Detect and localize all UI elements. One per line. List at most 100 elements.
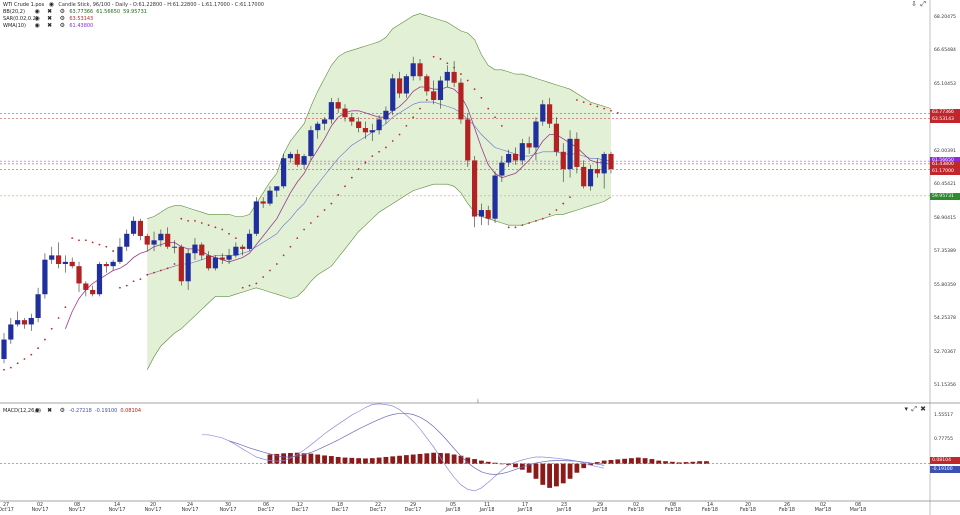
candle-body	[601, 153, 607, 174]
eye-icon[interactable]: ◉	[34, 15, 40, 22]
expand-icon[interactable]: ⤢	[911, 405, 917, 413]
macd-histogram-bar	[581, 463, 587, 469]
macd-histogram-bar	[697, 461, 703, 464]
sar-dot	[180, 217, 183, 220]
macd-histogram-bar	[492, 462, 498, 464]
macd-histogram-bar	[676, 462, 682, 464]
legend-sar-name: SAR(0.02,0.2)	[3, 16, 38, 22]
x-axis-day: 22	[374, 503, 382, 508]
sar-dot	[234, 237, 237, 240]
x-axis-label: 02 Feb'18	[626, 503, 646, 513]
macd-histogram-bar	[499, 463, 505, 465]
panel-resize-handle[interactable]: ⁞	[477, 398, 479, 405]
sar-dot	[323, 209, 326, 211]
sar-dot	[194, 219, 196, 222]
x-axis-day: 14	[113, 503, 121, 508]
x-axis-month: Mar'18	[849, 508, 867, 513]
legend-bb-value-upper: 63.77366	[69, 9, 94, 15]
expand-icon[interactable]: ⤢	[920, 0, 926, 8]
y-axis-label: 55.80359	[934, 282, 956, 288]
x-axis-day: 24	[186, 503, 194, 508]
sar-dot	[541, 217, 544, 220]
candle-body	[171, 246, 178, 248]
sar-dot	[357, 168, 360, 170]
sar-dot	[310, 222, 312, 224]
macd-histogram-bar	[451, 454, 457, 464]
x-axis-month: Jan'18	[479, 508, 495, 513]
sar-dot	[98, 243, 101, 246]
close-icon[interactable]: ✖	[47, 22, 53, 29]
y-axis-label: 52.70367	[934, 349, 956, 355]
x-axis-month: Dec'17	[331, 508, 349, 513]
x-axis-label: 12 Dec'17	[290, 503, 310, 513]
candle-body	[376, 119, 382, 131]
candle-body	[431, 91, 437, 100]
collapse-icon[interactable]: ⇩	[911, 0, 917, 8]
eye-icon[interactable]: ◉	[48, 1, 54, 8]
candle-body	[199, 244, 205, 256]
sar-dot	[9, 366, 12, 369]
eye-icon[interactable]: ◉	[34, 407, 40, 414]
candle-body	[281, 158, 287, 187]
candle-body	[21, 320, 28, 325]
sar-dot	[432, 55, 435, 58]
x-axis-day: 08	[854, 503, 862, 508]
x-axis-day: 11	[483, 503, 491, 508]
sar-dot	[466, 79, 469, 82]
candle-body	[212, 257, 219, 269]
close-icon[interactable]: ✖	[47, 8, 53, 15]
sar-dot	[562, 202, 565, 205]
candle-body	[383, 110, 389, 120]
candle-body	[226, 255, 232, 260]
eye-icon[interactable]: ◉	[34, 8, 40, 15]
sar-dot	[303, 228, 305, 231]
candle-body	[267, 190, 273, 204]
x-axis-day: 29	[596, 503, 604, 508]
x-axis-month: Feb'18	[740, 508, 756, 513]
x-axis-day: 12	[296, 503, 304, 508]
macd-histogram-bar	[390, 456, 396, 464]
candle-body	[117, 246, 123, 262]
macd-histogram-bar	[513, 463, 518, 468]
candle-body	[328, 102, 334, 120]
gear-icon[interactable]: ⚙	[59, 8, 65, 15]
close-icon[interactable]: ✖	[920, 405, 926, 413]
candle-body	[253, 201, 259, 234]
close-icon[interactable]: ✖	[47, 15, 53, 22]
x-axis-label: 08 Mar'18	[848, 503, 868, 513]
x-axis-month: Jan'18	[592, 508, 608, 513]
x-axis-month: Feb'18	[779, 508, 795, 513]
sar-dot	[289, 245, 292, 248]
sar-dot	[514, 226, 517, 229]
x-axis-label: 02 Mar'18	[813, 503, 833, 513]
eye-icon[interactable]: ◉	[34, 22, 40, 29]
bollinger-lower-line	[146, 183, 612, 370]
candle-body	[458, 82, 464, 120]
x-axis-label: 24 Nov'17	[180, 503, 200, 513]
macd-histogram-bar	[322, 455, 327, 464]
candle-body	[485, 210, 491, 219]
gear-icon[interactable]: ⚙	[59, 15, 65, 22]
close-icon[interactable]: ✖	[47, 407, 53, 414]
sar-dot	[221, 228, 224, 231]
y-axis-label: 65.10453	[934, 81, 956, 87]
sar-dot	[350, 176, 353, 179]
sar-dot	[125, 284, 128, 287]
macd-histogram-bar	[690, 461, 696, 464]
sar-dot	[589, 103, 592, 106]
macd-histogram-bar	[328, 456, 334, 464]
sar-dot	[582, 101, 585, 104]
price-tag: 61.17000	[930, 167, 960, 175]
macd-histogram-bar	[315, 454, 321, 464]
macd-histogram-bar	[458, 455, 464, 464]
sar-dot	[480, 96, 483, 99]
gear-icon[interactable]: ⚙	[59, 22, 65, 29]
sar-dot	[166, 267, 169, 270]
price-tag: 63.77366	[930, 109, 960, 117]
candle-body	[35, 294, 41, 318]
collapse-icon[interactable]: ▾	[904, 405, 908, 413]
x-axis-label: 02 Nov'17	[30, 503, 50, 513]
gear-icon[interactable]: ⚙	[59, 407, 65, 414]
macd-histogram-bar	[526, 463, 532, 473]
